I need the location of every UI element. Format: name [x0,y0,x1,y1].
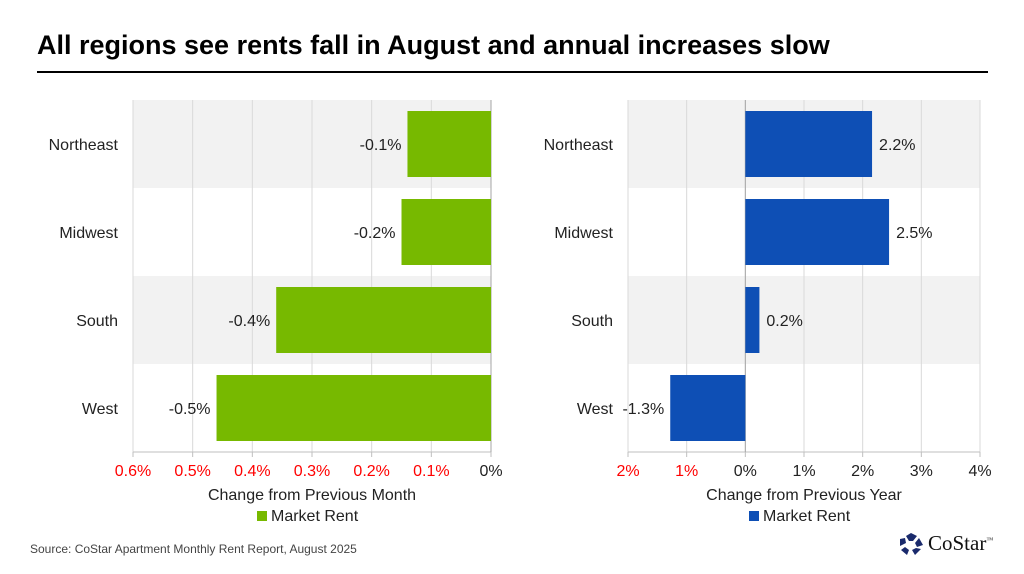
tick-label: 0% [479,463,502,480]
costar-star-icon [900,532,923,555]
bar-northeast [745,111,873,177]
bar-west [670,375,746,441]
data-label: 2.5% [896,225,932,242]
data-label: 2.2% [879,137,915,154]
x-axis-title: Change from Previous Month [208,487,416,504]
tick-label: 4% [968,463,991,480]
tick-label: 0.2% [353,463,389,480]
data-label: -0.2% [354,225,396,242]
bar-south [745,287,760,353]
tick-label: 0.5% [174,463,210,480]
title-divider [37,71,988,73]
data-label: -0.5% [169,401,211,418]
bar-northeast [407,111,491,177]
logo-text: CoStar™ [928,531,993,556]
chart-title: All regions see rents fall in August and… [37,30,830,60]
logo-wordmark: CoStar [928,531,987,555]
tick-label: 3% [910,463,933,480]
tick-label: 2% [616,463,639,480]
category-label: Midwest [554,225,613,242]
category-label: South [76,313,118,330]
category-label: Northeast [544,137,614,154]
legend-swatch [749,511,759,521]
tick-label: 1% [675,463,698,480]
tick-label: 0.6% [115,463,151,480]
source-note: Source: CoStar Apartment Monthly Rent Re… [30,542,357,556]
logo-trademark: ™ [986,536,994,544]
legend-swatch [257,511,267,521]
category-label: Northeast [49,137,119,154]
costar-logo: CoStar™ [898,531,993,556]
category-label: West [577,401,614,418]
tick-label: 0.4% [234,463,270,480]
tick-label: 1% [792,463,815,480]
bar-south [276,287,491,353]
data-label: -0.1% [360,137,402,154]
category-label: South [571,313,613,330]
data-label: -1.3% [622,401,664,418]
tick-label: 2% [851,463,874,480]
legend-label: Market Rent [271,508,359,525]
x-axis-title: Change from Previous Year [706,487,902,504]
category-label: West [82,401,119,418]
data-label: 0.2% [766,313,802,330]
bar-midwest [745,199,890,265]
legend-label: Market Rent [763,508,851,525]
category-label: Midwest [59,225,118,242]
bar-midwest [401,199,491,265]
bar-west [216,375,492,441]
data-label: -0.4% [228,313,270,330]
tick-label: 0.3% [294,463,330,480]
tick-label: 0.1% [413,463,449,480]
tick-label: 0% [734,463,757,480]
